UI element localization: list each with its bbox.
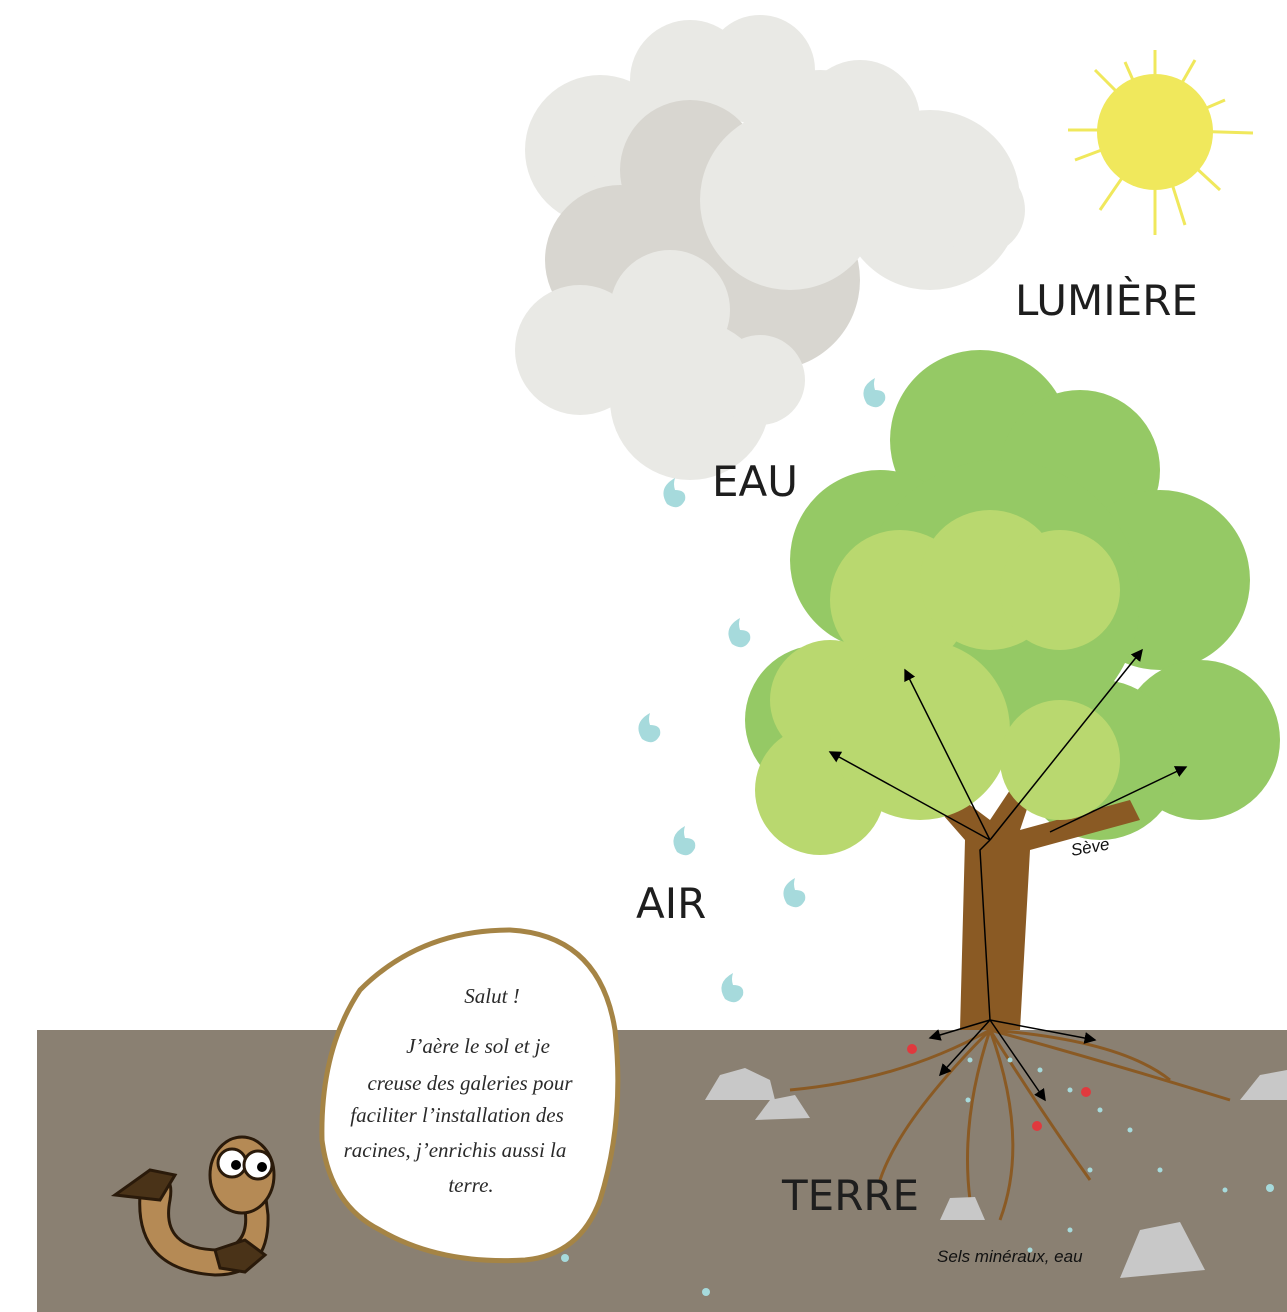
bubble-line: racines, j’enrichis aussi la (344, 1138, 567, 1162)
speech-bubble (322, 930, 618, 1261)
illustration: Salut ! J’aère le sol et je creuse des g… (0, 0, 1287, 1312)
page: {"labels": {"light": "LUMIÈRE", "water":… (0, 0, 1287, 1312)
label-air: AIR (636, 879, 706, 928)
bubble-line: creuse des galeries pour (367, 1071, 573, 1095)
bubble-line: terre. (448, 1173, 493, 1197)
bubble-line: J’aère le sol et je (406, 1034, 550, 1058)
bubble-line: faciliter l’installation des (350, 1103, 564, 1127)
label-soil: TERRE (781, 1171, 919, 1220)
label-sap: Sève (1069, 834, 1110, 859)
sun (1068, 50, 1253, 235)
bubble-greeting: Salut ! (464, 984, 519, 1008)
label-light: LUMIÈRE (1015, 275, 1198, 325)
label-water: EAU (712, 457, 798, 506)
label-minerals: Sels minéraux, eau (937, 1247, 1083, 1266)
